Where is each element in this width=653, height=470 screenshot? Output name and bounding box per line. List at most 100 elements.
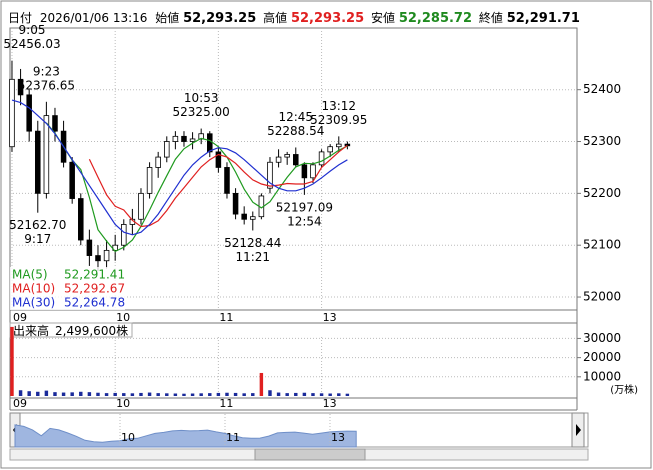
volume-bar [302, 392, 307, 396]
x-tick-label: 11 [219, 397, 233, 410]
annotation-value: 52288.54 [267, 124, 324, 138]
candle-body [275, 156, 282, 163]
annotation-value: 52309.95 [310, 113, 367, 127]
x-tick-label: 11 [219, 311, 233, 324]
candle-body [310, 164, 316, 179]
volume-bar [251, 393, 255, 396]
volume-bar [53, 392, 57, 396]
volume-bar [208, 393, 212, 396]
volume-bar [182, 393, 186, 396]
ma-line [88, 144, 348, 228]
volume-title: 出来高 [13, 323, 49, 338]
volume-bar [173, 393, 178, 396]
annotation-value: 52325.00 [173, 105, 230, 119]
candle-body [181, 135, 187, 142]
legend-value: 52,292.67 [64, 282, 125, 296]
volume-bar [27, 391, 31, 396]
candle-body [103, 249, 110, 262]
ma-line [11, 99, 348, 236]
volume-bar [87, 392, 92, 396]
candle-body [52, 115, 58, 132]
x-tick-label: 09 [13, 311, 27, 324]
volume-bar [61, 392, 66, 396]
candle-body [301, 164, 308, 179]
high-value: 52,293.25 [291, 11, 364, 26]
datetime: 2026/01/06 13:16 [40, 11, 148, 25]
candle-body [17, 78, 24, 96]
candle-body [224, 167, 230, 194]
candle-body [293, 154, 299, 166]
y-tick-label: 20000 [583, 350, 621, 364]
volume-bar [199, 393, 203, 396]
candle-body [241, 213, 247, 220]
annotation-time: 9:17 [24, 232, 51, 246]
y-tick-label: 52300 [583, 134, 621, 148]
ma-line [45, 122, 348, 253]
volume-label-box [9, 322, 133, 338]
candle-body [250, 216, 256, 220]
candle-body [69, 161, 75, 199]
volume-bar [285, 393, 289, 396]
volume-bar [276, 392, 281, 396]
annotation-value: 52128.44 [224, 236, 281, 250]
legend-value: 52,264.78 [64, 296, 125, 310]
open-label: 始値 [155, 10, 179, 25]
volume-bar [268, 390, 272, 396]
candle-body [215, 151, 222, 168]
candle-body [336, 143, 342, 148]
volume-bar [233, 392, 238, 396]
annotation-value: 52197.09 [276, 200, 333, 214]
date-label: 日付 [8, 11, 32, 25]
candle-body [26, 94, 32, 132]
y-tick-label: 52400 [583, 82, 621, 96]
y-tick-label: 52100 [583, 238, 621, 252]
volume-bar [70, 392, 74, 396]
volume-bar [311, 393, 315, 396]
x-tick-label: 13 [323, 397, 337, 410]
volume-bar [328, 393, 332, 396]
annotation-time: 11:21 [235, 250, 270, 264]
close-value: 52,291.71 [507, 11, 580, 26]
x-tick-label: 13 [323, 311, 337, 324]
candle-body [267, 161, 273, 189]
y-tick-label: 52000 [583, 290, 621, 304]
candle-body [284, 154, 290, 158]
legend-box [10, 267, 125, 310]
candle-body [43, 115, 50, 194]
nav-tick-label: 10 [121, 431, 135, 444]
candle-body [164, 141, 170, 158]
candle-body [172, 135, 179, 142]
candle-body [138, 192, 144, 220]
volume-bar [79, 391, 83, 396]
volume-bar [337, 393, 341, 396]
candle-body [95, 255, 101, 262]
nav-tick-label: 13 [331, 431, 345, 444]
low-value: 52,285.72 [399, 11, 472, 26]
x-tick-label: 09 [13, 397, 27, 410]
x-tick-label: 10 [116, 397, 130, 410]
volume-bar [44, 390, 49, 396]
candle-body [9, 78, 15, 148]
volume-bar [345, 393, 350, 396]
annotation-time: 13:12 [321, 99, 356, 113]
volume-bar [122, 393, 126, 396]
y-tick-label: 10000 [583, 369, 621, 383]
annotation-time: 9:05 [19, 23, 46, 37]
annotation-value: 52456.03 [3, 37, 60, 51]
annotation-time: 9:23 [33, 64, 60, 78]
volume-current: 2,499,600株 [55, 323, 128, 338]
candle-body [155, 156, 161, 168]
scroll-thumb[interactable] [254, 448, 366, 461]
candle-body [189, 138, 196, 142]
close-label: 終値 [479, 10, 503, 25]
candle-body [78, 198, 84, 241]
volume-bar [104, 393, 109, 396]
candle-body [121, 224, 127, 246]
legend-name: MA(5) [12, 268, 48, 282]
volume-bar [225, 392, 229, 396]
candle-body [86, 239, 93, 256]
volume-unit: (万株) [610, 383, 638, 396]
annotation-time: 12:54 [287, 214, 322, 228]
